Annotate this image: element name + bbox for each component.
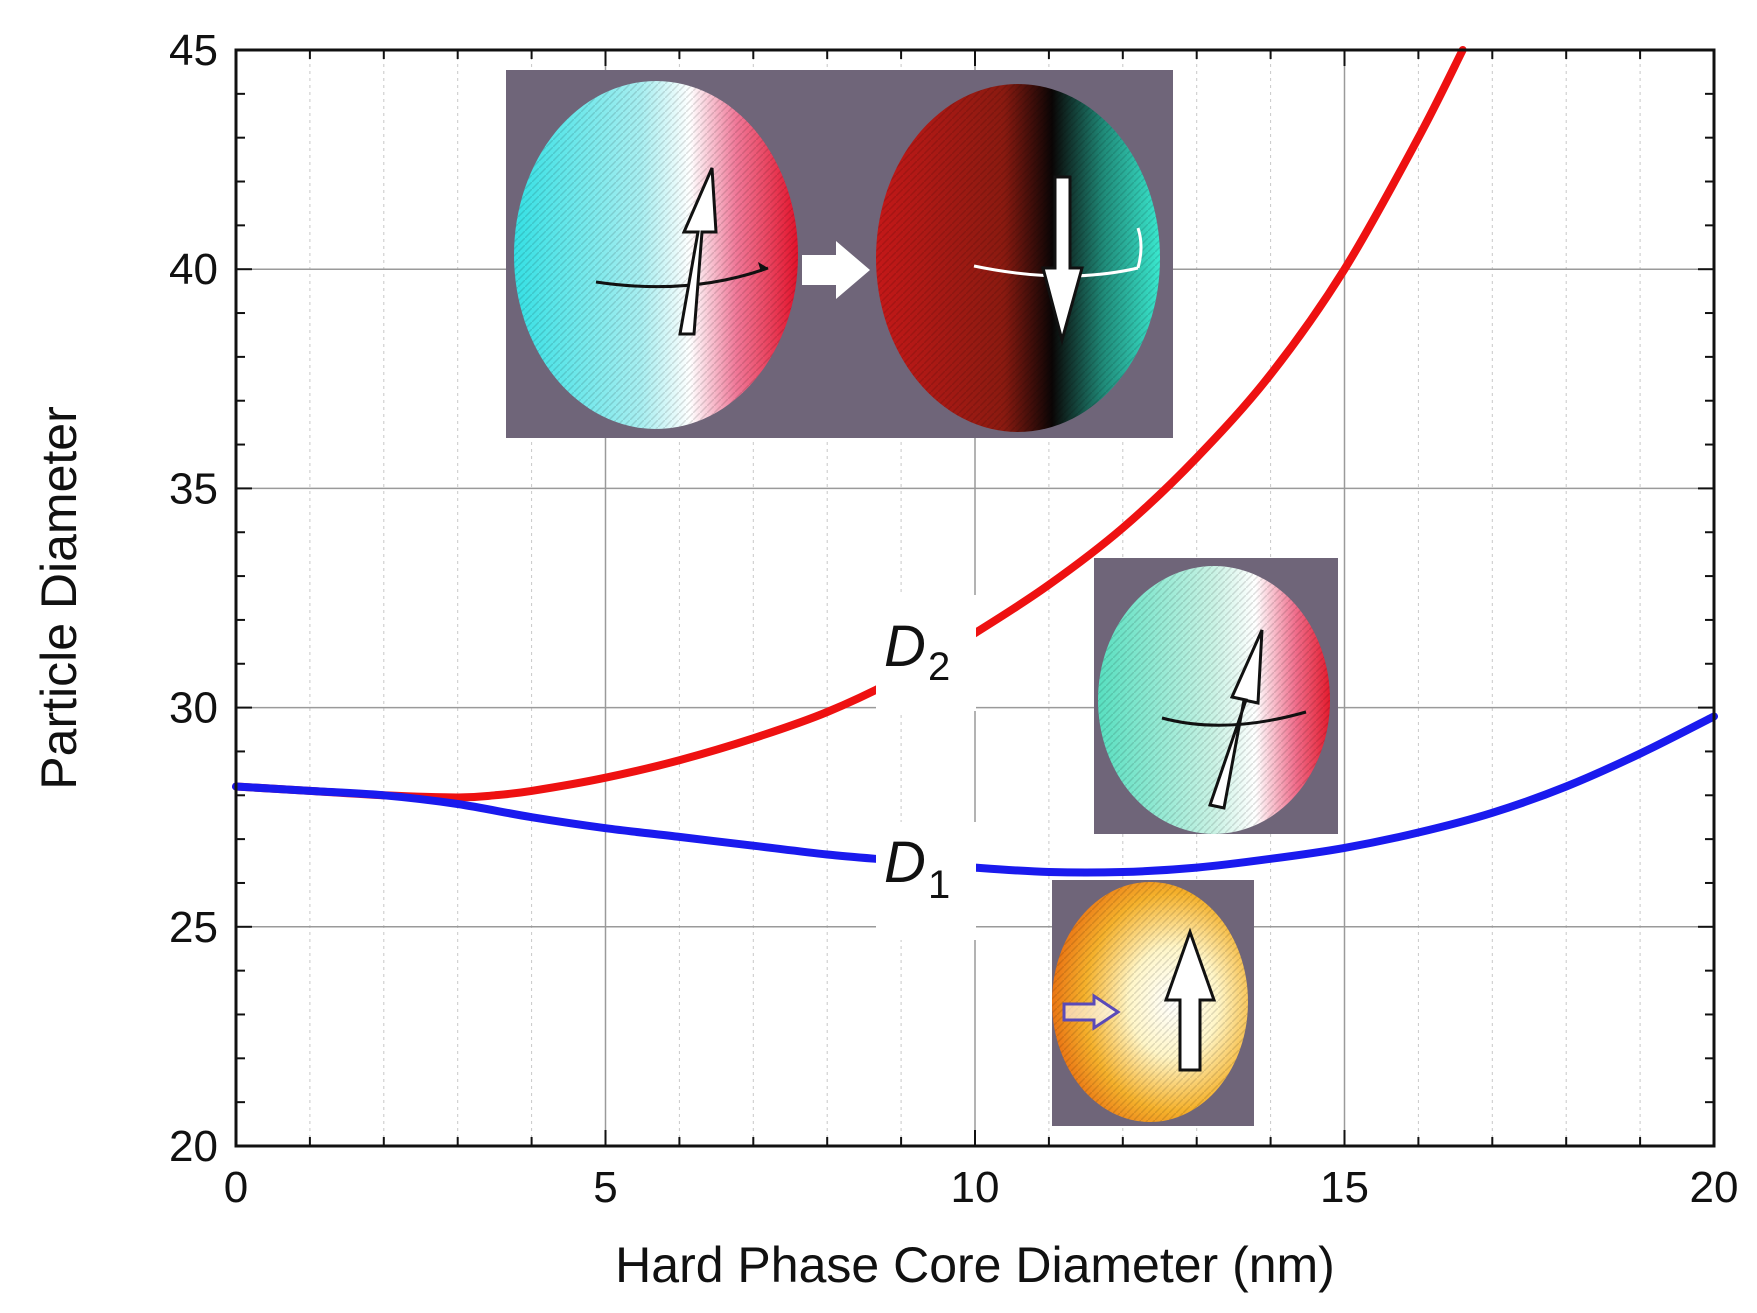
magnetization-arrow-up-icon — [1163, 927, 1217, 1072]
y-tick-label: 25 — [169, 903, 218, 952]
y-axis-title: Particle Diameter — [31, 406, 87, 789]
transition-arrow-icon — [802, 241, 870, 299]
magnetization-arrow-down-icon — [1041, 175, 1084, 346]
inset-magnetization-pair — [506, 70, 1173, 438]
arc-tail-icon — [1136, 227, 1143, 269]
curve-label-d2-background — [876, 595, 976, 711]
y-tick-label: 20 — [169, 1122, 218, 1171]
x-tick-label: 20 — [1690, 1163, 1739, 1212]
x-axis-title: Hard Phase Core Diameter (nm) — [615, 1237, 1335, 1293]
curve-label-d2-sub: 2 — [928, 645, 950, 689]
magnetization-arrow-up-icon — [678, 167, 718, 336]
y-tick-label: 30 — [169, 684, 218, 733]
y-tick-label: 45 — [169, 26, 218, 75]
arc-arrowhead-icon — [758, 262, 768, 272]
curve-label-d1-sub: 1 — [928, 863, 950, 907]
curve-label-d2-main: D — [884, 614, 926, 679]
y-tick-label: 40 — [169, 245, 218, 294]
left-sphere — [514, 81, 798, 429]
right-sphere — [876, 84, 1160, 432]
inset-magnetization-curling — [1094, 558, 1338, 834]
x-tick-labels: 0 5 10 15 20 — [224, 1163, 1739, 1212]
curve-label-d2: D 2 — [884, 614, 950, 689]
curve-label-d1: D 1 — [884, 830, 950, 907]
x-tick-label: 10 — [951, 1163, 1000, 1212]
x-tick-label: 15 — [1320, 1163, 1369, 1212]
curve-label-d1-main: D — [884, 830, 926, 895]
x-tick-label: 5 — [593, 1163, 617, 1212]
plot-frame — [234, 48, 1716, 1148]
rotation-arc-icon — [1161, 710, 1307, 727]
y-tick-label: 35 — [169, 464, 218, 513]
magnetization-arrow-right-icon — [1062, 993, 1121, 1031]
y-tick-labels: 20 25 30 35 40 45 — [169, 26, 218, 1171]
magnetization-arrow-tilted-icon — [1208, 629, 1264, 810]
x-tick-label: 0 — [224, 1163, 248, 1212]
rotation-arc-icon — [595, 266, 769, 289]
inset-magnetization-uniform — [1052, 880, 1254, 1126]
curve-label-d1-background — [876, 822, 976, 940]
